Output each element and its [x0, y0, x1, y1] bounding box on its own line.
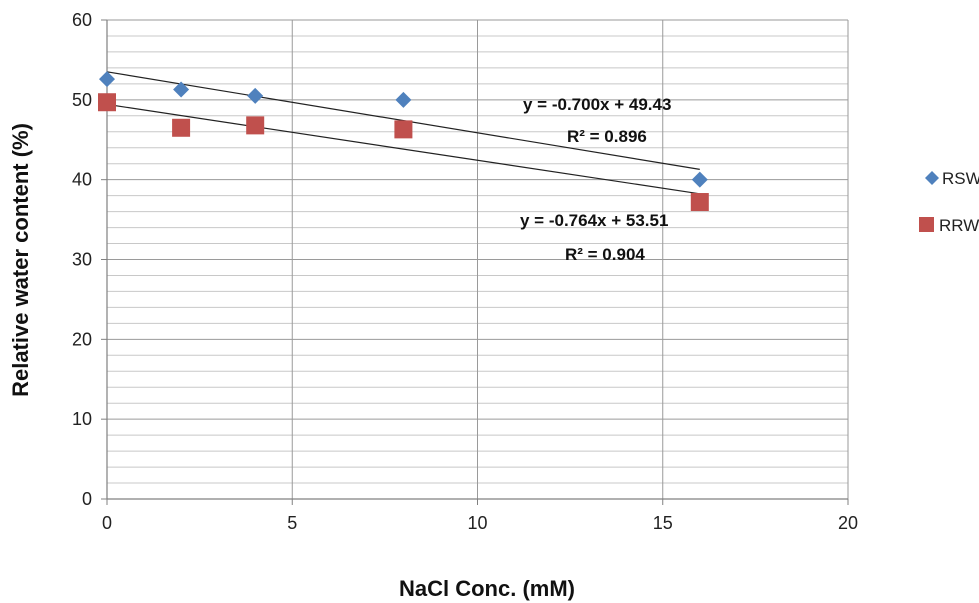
legend: RSWC RRWC: [919, 169, 979, 235]
point-rswc: [99, 71, 115, 88]
x-tick-label: 20: [838, 513, 858, 533]
trendline-rrwc: [106, 103, 700, 195]
y-tick-label: 10: [72, 409, 92, 429]
point-rrwc: [246, 116, 265, 135]
legend-marker-rswc: [925, 171, 939, 185]
y-tick-label: 50: [72, 90, 92, 110]
trendline-equation-rrwc: y = -0.700x + 49.43: [523, 95, 671, 114]
point-rswc: [395, 91, 412, 108]
trendline-equation-rswc: y = -0.764x + 53.51: [520, 211, 668, 230]
x-tick-label: 0: [102, 513, 112, 533]
legend-item-rrwc: RRWC: [919, 216, 979, 235]
y-axis-title: Relative water content (%): [8, 123, 33, 397]
y-tick-label: 40: [72, 170, 92, 190]
x-tick-label: 5: [287, 513, 297, 533]
gridlines: [106, 19, 849, 500]
trendline-r2-rrwc: R² = 0.896: [567, 127, 647, 146]
y-tick-label: 0: [82, 489, 92, 509]
point-rrwc: [394, 120, 413, 139]
y-tick-label: 20: [72, 329, 92, 349]
legend-item-rswc: RSWC: [925, 169, 979, 188]
y-tick-label: 60: [72, 10, 92, 30]
point-rswc: [247, 87, 264, 104]
point-rswc: [691, 171, 708, 188]
x-tick-label: 15: [653, 513, 673, 533]
x-axis-title: NaCl Conc. (mM): [399, 576, 575, 601]
point-rswc: [173, 81, 190, 98]
tick-labels: 0 10 20 30 40 50 60 0 5 10 15 20: [72, 10, 858, 533]
y-tick-label: 30: [72, 250, 92, 270]
data-points: [98, 71, 709, 212]
trendline-r2-rswc: R² = 0.904: [565, 245, 645, 264]
legend-marker-rrwc: [919, 217, 934, 232]
legend-label-rswc: RSWC: [942, 169, 979, 188]
point-rrwc: [690, 193, 709, 212]
point-rrwc: [98, 93, 116, 112]
point-rrwc: [172, 118, 191, 137]
x-tick-label: 10: [467, 513, 487, 533]
legend-label-rrwc: RRWC: [939, 216, 979, 235]
